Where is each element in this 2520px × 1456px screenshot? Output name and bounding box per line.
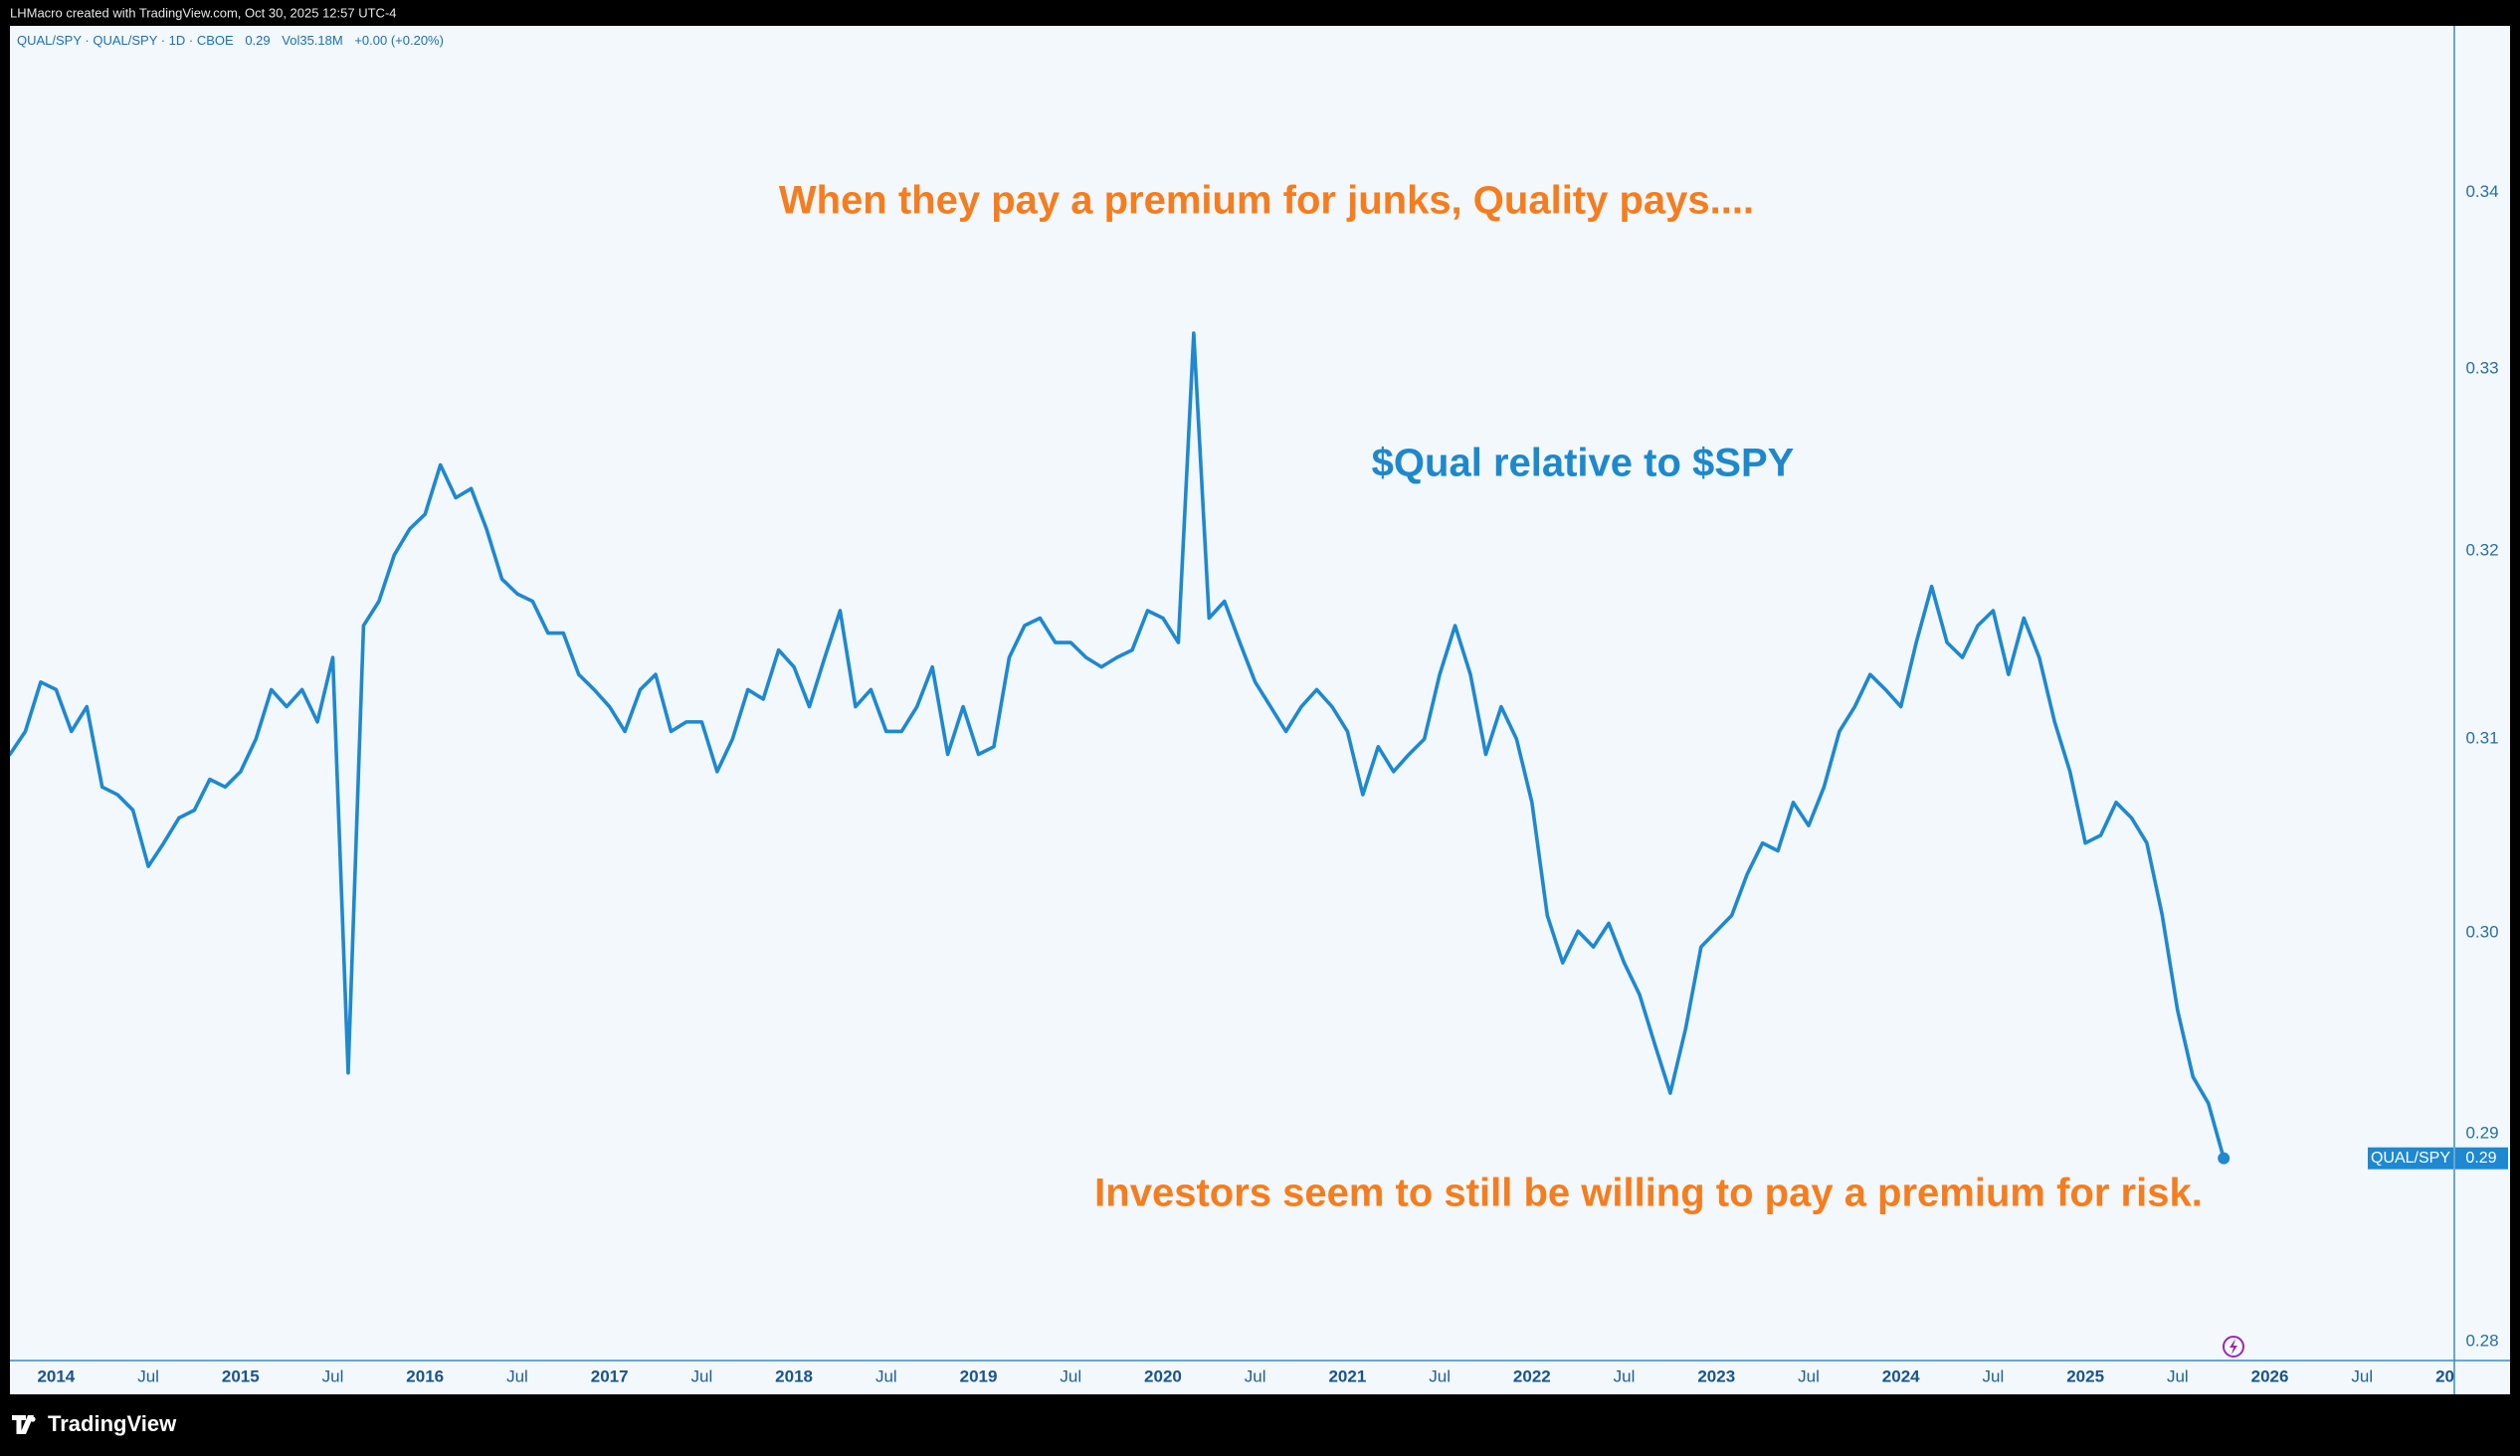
header: LHMacro created with TradingView.com, Oc…: [10, 5, 397, 20]
annotation: When they pay a premium for junks, Quali…: [779, 179, 1754, 223]
x-tick-label: 2015: [222, 1366, 260, 1385]
legend: QUAL/SPY · QUAL/SPY · 1D · CBOE 0.29 Vol…: [17, 33, 444, 48]
price-box: [2455, 1147, 2508, 1170]
y-tick-label: 0.28: [2465, 1331, 2498, 1350]
icon-bolt[interactable]: [2229, 1339, 2237, 1355]
legend-last: 0.29: [245, 33, 270, 48]
x-tick-label: 2021: [1328, 1366, 1366, 1385]
legend-symbol: QUAL/SPY · QUAL/SPY · 1D · CBOE: [17, 33, 234, 48]
x-tick-label: 2020: [1144, 1366, 1182, 1385]
annotation: $Qual relative to $SPY: [1372, 442, 1795, 485]
brand-logo: TradingView: [12, 1411, 177, 1436]
x-tick-label: Jul: [1614, 1366, 1636, 1385]
legend-change: +0.00 (+0.20%): [354, 33, 444, 48]
x-tick-label: 2019: [960, 1366, 998, 1385]
x-tick-label: 2025: [2066, 1366, 2104, 1385]
x-tick-label: Jul: [322, 1366, 344, 1385]
x-tick-label: Jul: [875, 1366, 897, 1385]
plot: [10, 331, 2230, 1165]
x-tick-label: 2022: [1513, 1366, 1551, 1385]
chart-background: [10, 26, 2510, 1394]
logo-mark: [12, 1415, 34, 1434]
y-tick-label: 0.30: [2465, 923, 2498, 942]
y-tick-label: 0.34: [2465, 182, 2498, 201]
last-point: [2218, 1152, 2230, 1165]
series-line: [10, 331, 2227, 1161]
x-tick-label: Jul: [1983, 1366, 2005, 1385]
x-tick-label: 2023: [1697, 1366, 1735, 1385]
x-tick-label: Jul: [1798, 1366, 1820, 1385]
x-tick-label: Jul: [1060, 1366, 1081, 1385]
brand: TradingView: [48, 1411, 177, 1436]
x-tick-label: Jul: [691, 1366, 713, 1385]
x-tick-label: Jul: [137, 1366, 159, 1385]
series-name-box: [2368, 1147, 2453, 1170]
x-tick-label: Jul: [506, 1366, 528, 1385]
x-tick-label: 2027: [2435, 1366, 2473, 1385]
legend-volume: Vol35.18M: [282, 33, 342, 48]
series-name-label: QUAL/SPY: [2371, 1150, 2450, 1167]
x-tick-label: 2024: [1882, 1366, 1920, 1385]
x-tick-label: Jul: [1429, 1366, 1451, 1385]
x-tick-label: 2018: [775, 1366, 813, 1385]
x-tick-label: 2026: [2251, 1366, 2289, 1385]
logo-dot: [30, 1416, 36, 1422]
annotation: Investors seem to still be willing to pa…: [1094, 1172, 2203, 1215]
x-tick-label: Jul: [2167, 1366, 2189, 1385]
price-label: 0.29: [2465, 1150, 2496, 1167]
x-tick-label: 2016: [406, 1366, 444, 1385]
y-tick-label: 0.32: [2465, 541, 2498, 560]
x-tick-label: Jul: [2351, 1366, 2373, 1385]
x-tick-label: Jul: [1245, 1366, 1266, 1385]
x-tick-label: 2014: [37, 1366, 75, 1385]
y-tick-label: 0.33: [2465, 359, 2498, 378]
x-axis: 2014 Jul 2015 Jul 2016 Jul 2017 Jul 2018 Jul 2019 J…: [37, 1366, 2473, 1385]
icon-ring[interactable]: [2223, 1336, 2244, 1358]
replay-icon[interactable]: [2223, 1336, 2244, 1358]
y-tick-label: 0.31: [2465, 729, 2498, 748]
x-tick-label: 2017: [591, 1366, 629, 1385]
y-tick-label: 0.29: [2465, 1123, 2498, 1142]
